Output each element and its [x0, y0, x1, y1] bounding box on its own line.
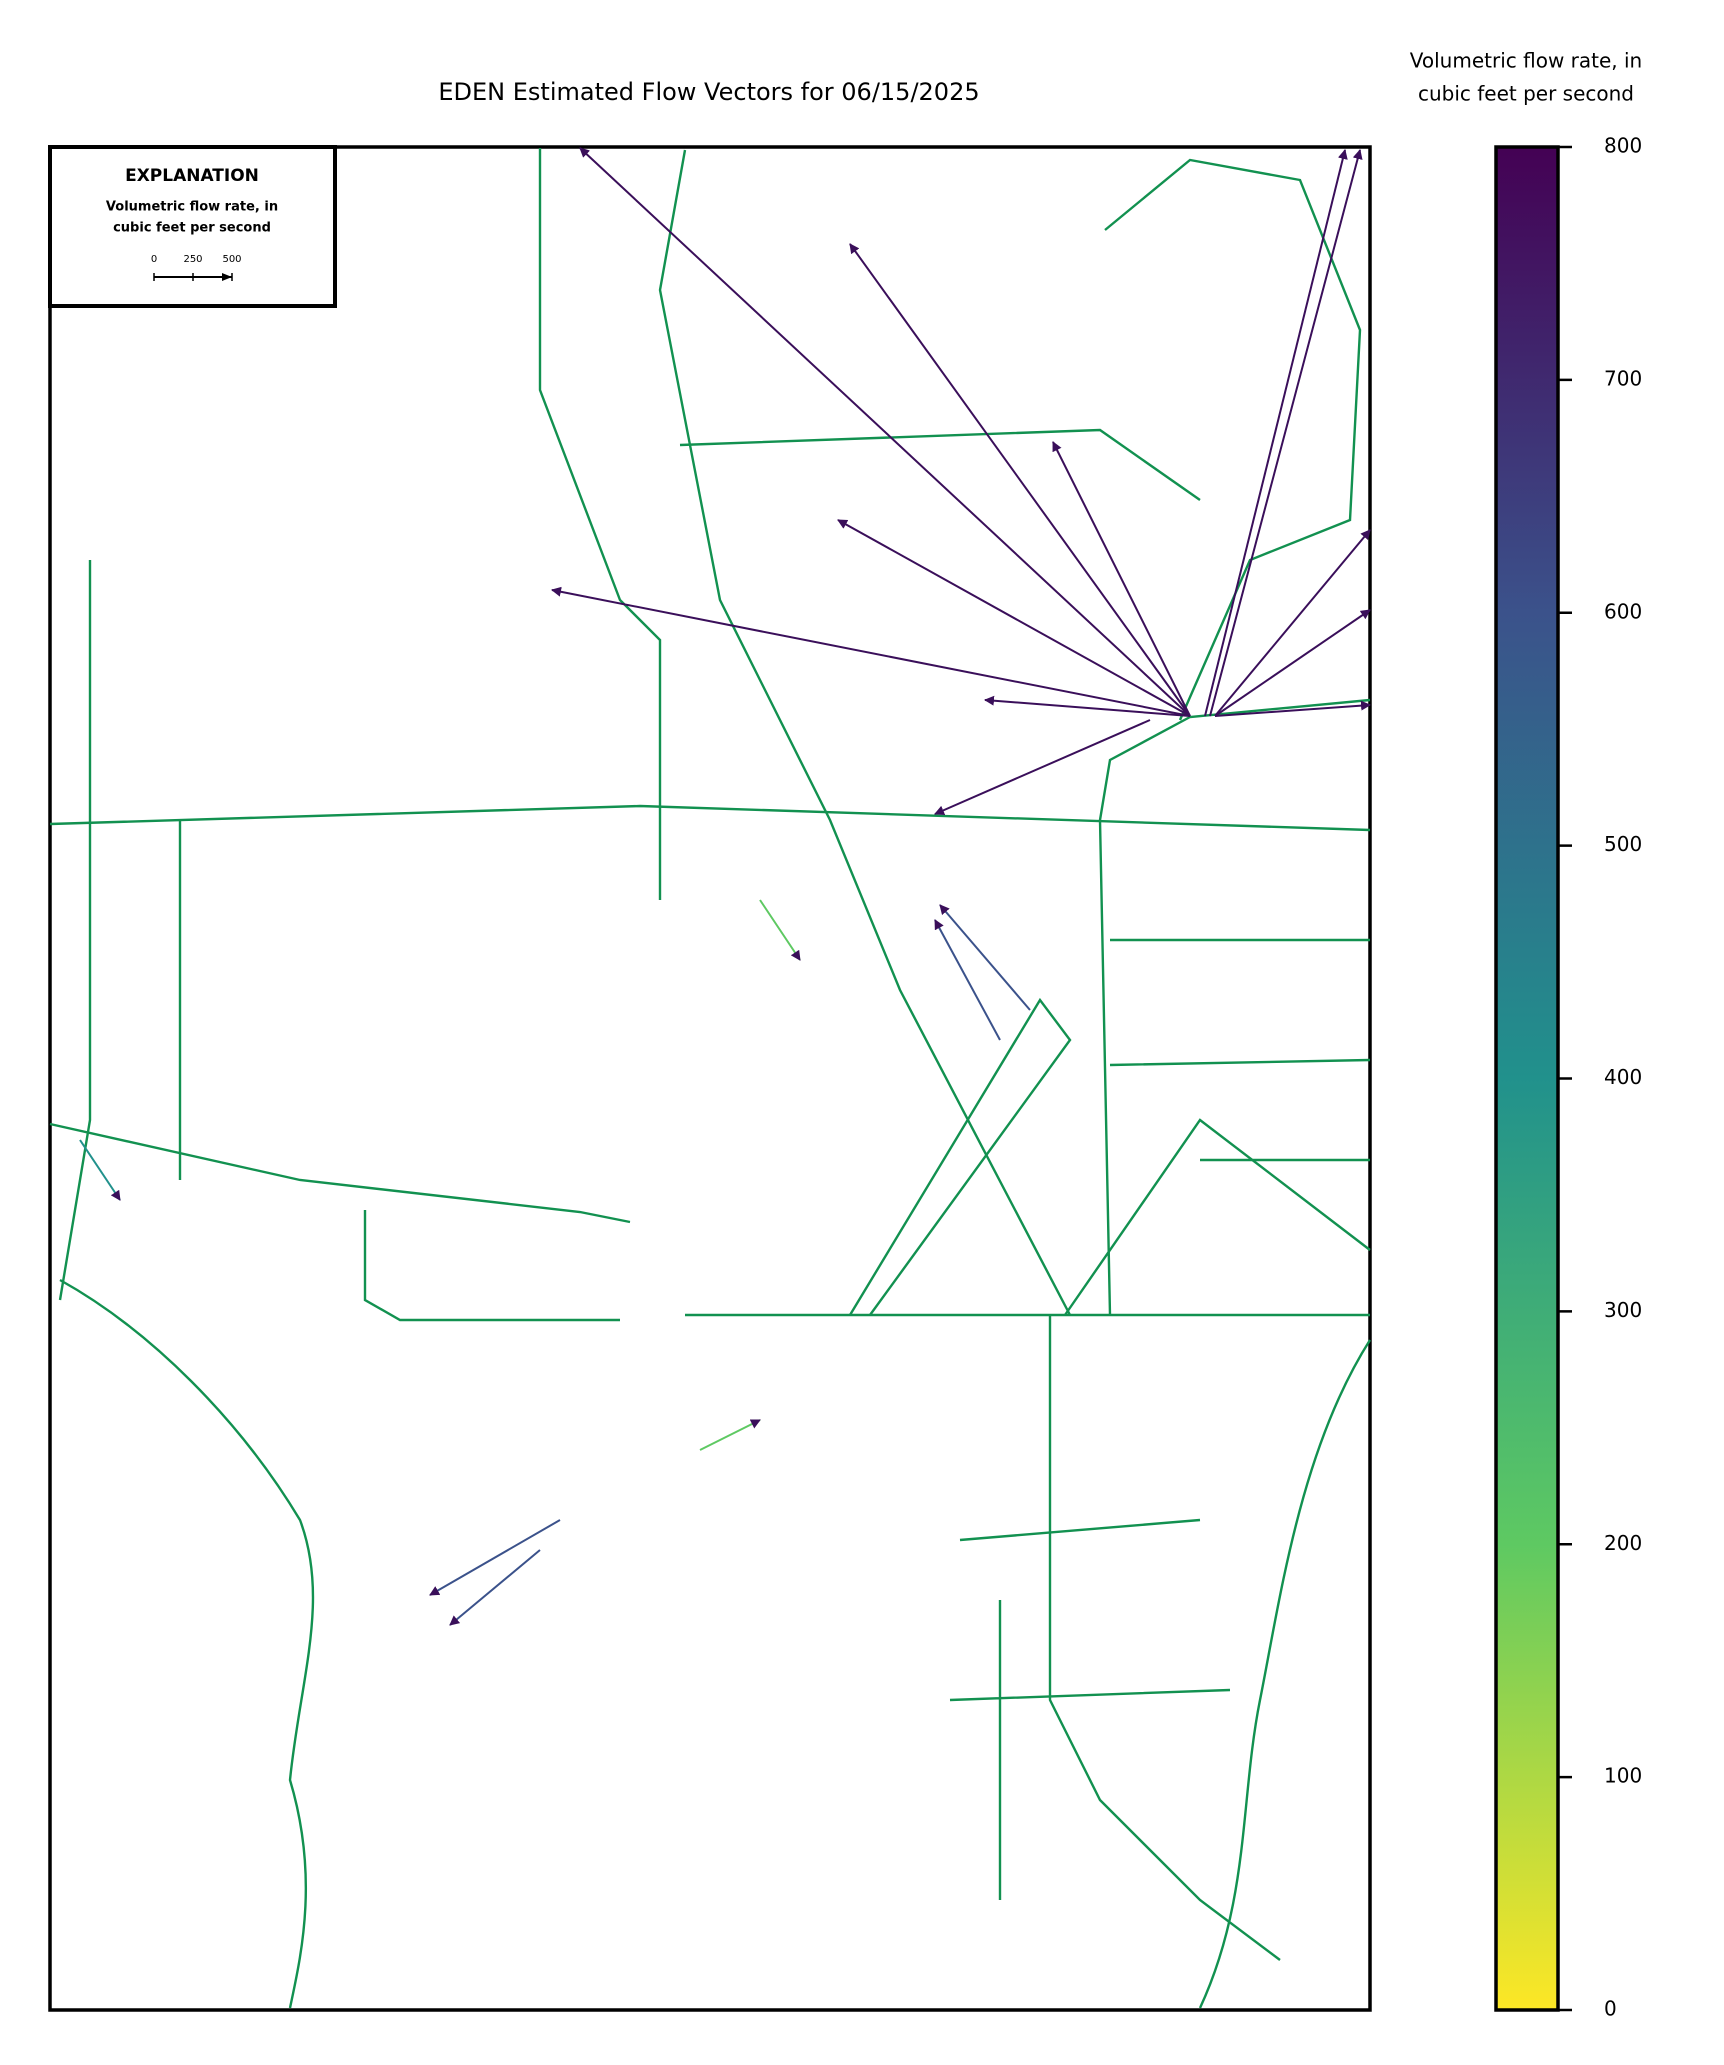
flow-vector	[837, 519, 1191, 717]
flow-vector	[934, 919, 1001, 1041]
map: EXPLANATION Volumetric flow rate, in cub…	[48, 145, 1372, 2012]
canals	[49, 148, 1372, 2009]
scale-arrowhead	[222, 273, 232, 281]
flow-vector	[1209, 149, 1363, 717]
colorbar-tick-label: 400	[1604, 1065, 1642, 1089]
flow-vector	[984, 695, 1191, 717]
explanation: EXPLANATION Volumetric flow rate, in cub…	[48, 145, 337, 308]
flow-vector	[429, 1519, 561, 1596]
explanation-label: cubic feet per second	[113, 221, 271, 236]
flow-vector	[849, 243, 1191, 717]
flow-vector	[759, 899, 801, 961]
explanation-title: EXPLANATION	[125, 166, 259, 186]
flow-vector	[939, 904, 1031, 1011]
flow-vector	[1204, 149, 1348, 717]
flow-vector	[551, 586, 1191, 717]
scale-tick-label: 250	[183, 254, 202, 265]
flow-vector	[1214, 529, 1371, 717]
map-frame	[48, 145, 1372, 2012]
colorbar-tick-label: 700	[1604, 366, 1642, 390]
colorbar-label: Volumetric flow rate, in	[1410, 49, 1642, 73]
colorbar-label: cubic feet per second	[1418, 82, 1634, 106]
flow-vector	[449, 1549, 541, 1626]
colorbar-tick-label: 100	[1604, 1764, 1642, 1788]
colorbar: Volumetric flow rate, in cubic feet per …	[1410, 49, 1642, 2021]
colorbar-tick-label: 500	[1604, 832, 1642, 856]
colorbar-tick-label: 600	[1604, 599, 1642, 623]
chart-title: EDEN Estimated Flow Vectors for 06/15/20…	[438, 78, 979, 106]
colorbar-tick-label: 800	[1604, 134, 1642, 158]
flow-vector	[1214, 700, 1371, 717]
colorbar-tick-label: 300	[1604, 1298, 1642, 1322]
flow-vector	[699, 1419, 761, 1451]
scale-tick-label: 0	[151, 254, 157, 265]
scale-tick-label: 500	[222, 254, 241, 265]
flow-vector	[1214, 609, 1371, 717]
flow-vector	[1052, 441, 1191, 717]
colorbar-tick-label: 200	[1604, 1531, 1642, 1555]
flow-vectors	[79, 147, 1371, 1626]
colorbar-tick-label: 0	[1604, 1997, 1617, 2021]
flow-vector	[579, 147, 1191, 717]
explanation-label: Volumetric flow rate, in	[106, 200, 278, 215]
flow-vector	[79, 1139, 121, 1201]
flow-vector	[934, 719, 1151, 815]
colorbar-bar	[1494, 145, 1560, 2012]
